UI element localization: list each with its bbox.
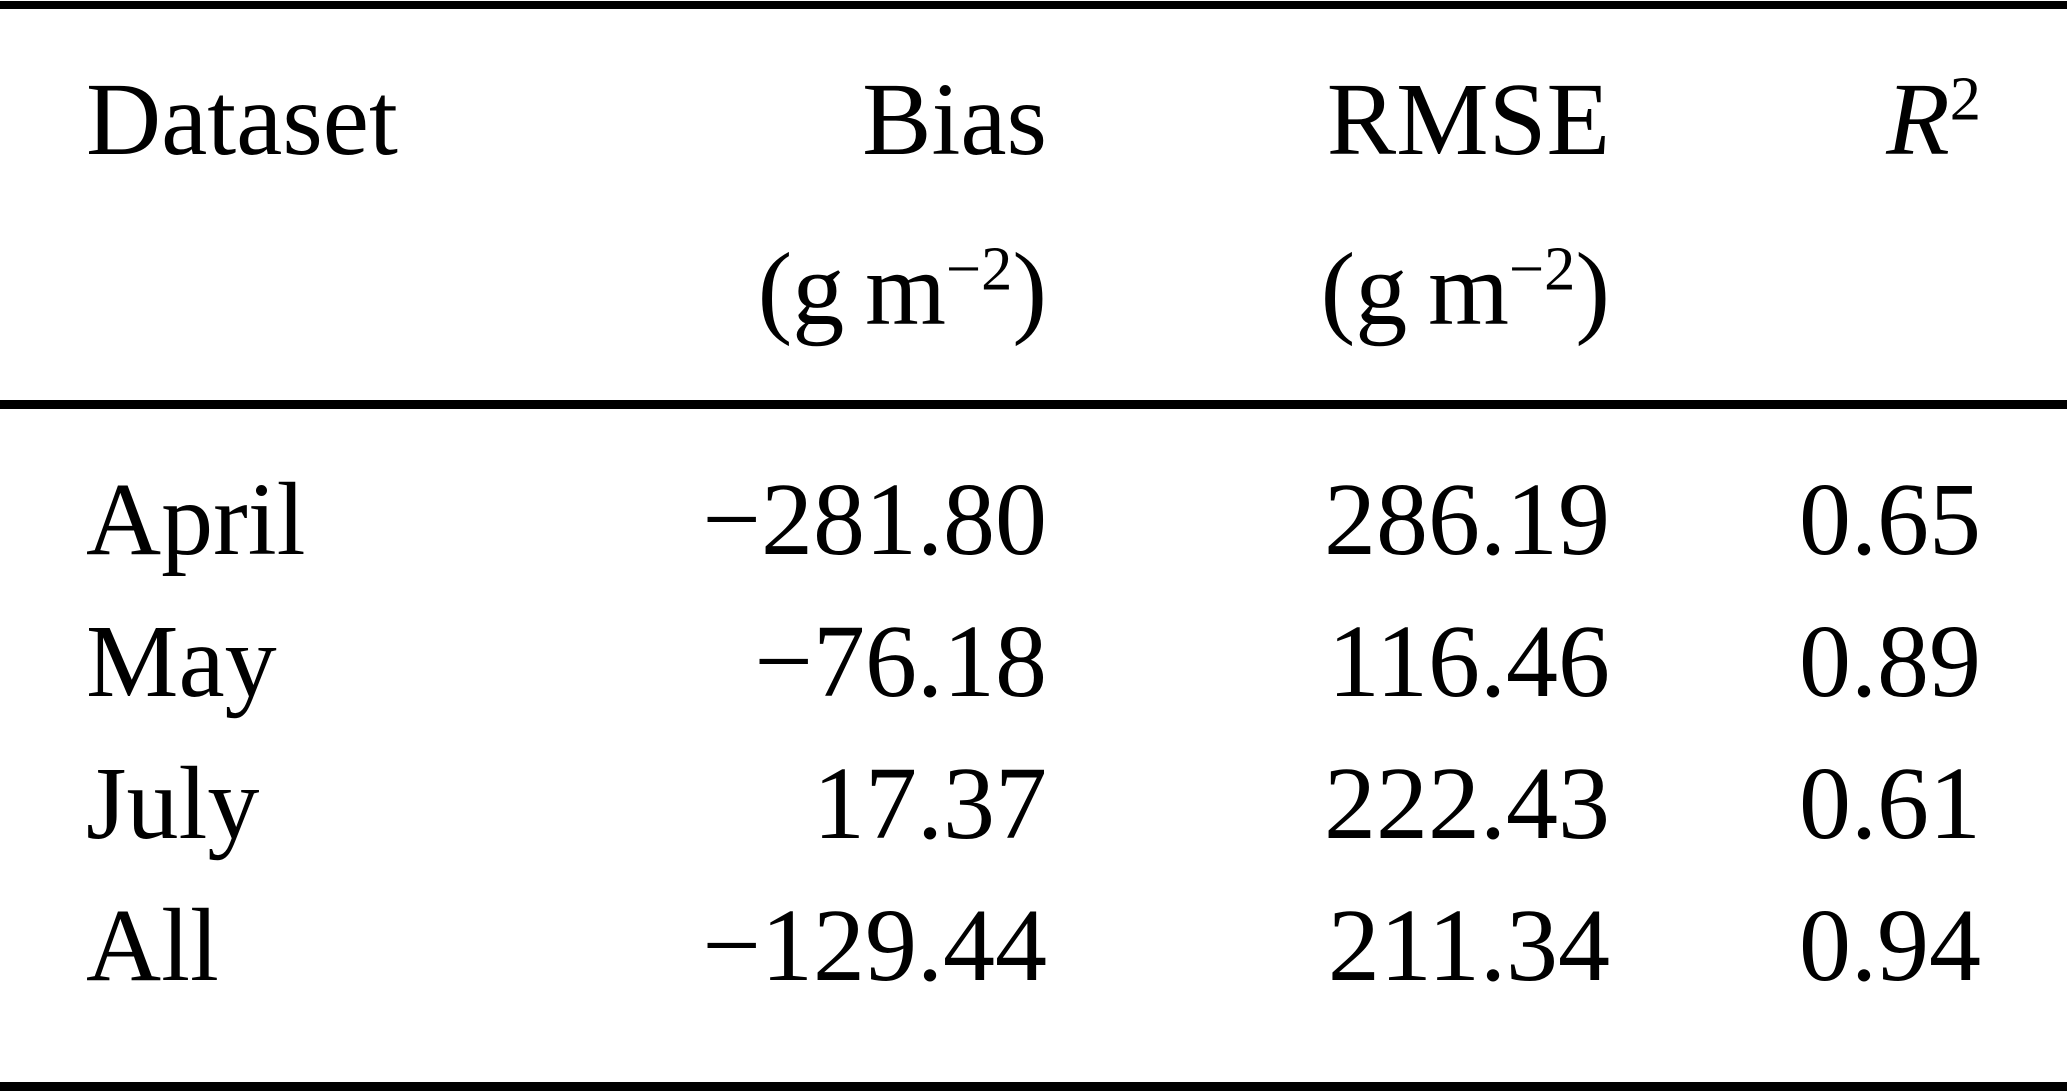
unit-rmse-exponent: −2 <box>1508 234 1576 304</box>
unit-bias: (g m−2) <box>506 208 1047 358</box>
r-symbol: R <box>1886 62 1950 177</box>
unit-rmse-prefix: (g m <box>1320 232 1509 347</box>
unit-r2-empty <box>1610 208 1981 358</box>
cell-dataset: May <box>86 604 277 719</box>
cell-rmse: 222.43 <box>1324 746 1610 861</box>
table-body: April −281.80 286.19 0.65 May −76.18 116… <box>86 449 1981 1017</box>
column-header-r2: R2 <box>1610 18 1981 208</box>
cell-rmse: 116.46 <box>1327 604 1610 719</box>
cell-r2: 0.89 <box>1799 604 1981 719</box>
column-header-rmse: RMSE <box>1326 62 1610 177</box>
cell-bias: −281.80 <box>702 462 1047 577</box>
table-top-rule <box>0 1 2067 9</box>
cell-dataset: July <box>86 746 260 861</box>
cell-r2: 0.65 <box>1799 462 1981 577</box>
r-exponent: 2 <box>1949 64 1981 134</box>
unit-dataset-empty <box>86 208 506 358</box>
column-header-bias: Bias <box>862 62 1047 177</box>
unit-bias-exponent: −2 <box>945 234 1013 304</box>
unit-rmse-suffix: ) <box>1575 232 1610 347</box>
cell-r2: 0.61 <box>1799 746 1981 861</box>
cell-bias: 17.37 <box>813 746 1047 861</box>
unit-bias-prefix: (g m <box>757 232 946 347</box>
table-bottom-rule <box>0 1082 2067 1091</box>
unit-rmse: (g m−2) <box>1047 208 1610 358</box>
cell-dataset: All <box>86 888 219 1003</box>
table-header: Dataset Bias RMSE R2 (g m−2) (g m−2) <box>86 18 1981 358</box>
cell-bias: −76.18 <box>754 604 1047 719</box>
column-header-dataset: Dataset <box>86 62 398 177</box>
cell-rmse: 286.19 <box>1324 462 1610 577</box>
cell-rmse: 211.34 <box>1327 888 1610 1003</box>
cell-bias: −129.44 <box>702 888 1047 1003</box>
table-header-rule <box>0 400 2067 409</box>
unit-bias-suffix: ) <box>1012 232 1047 347</box>
cell-dataset: April <box>86 462 306 577</box>
cell-r2: 0.94 <box>1799 888 1981 1003</box>
